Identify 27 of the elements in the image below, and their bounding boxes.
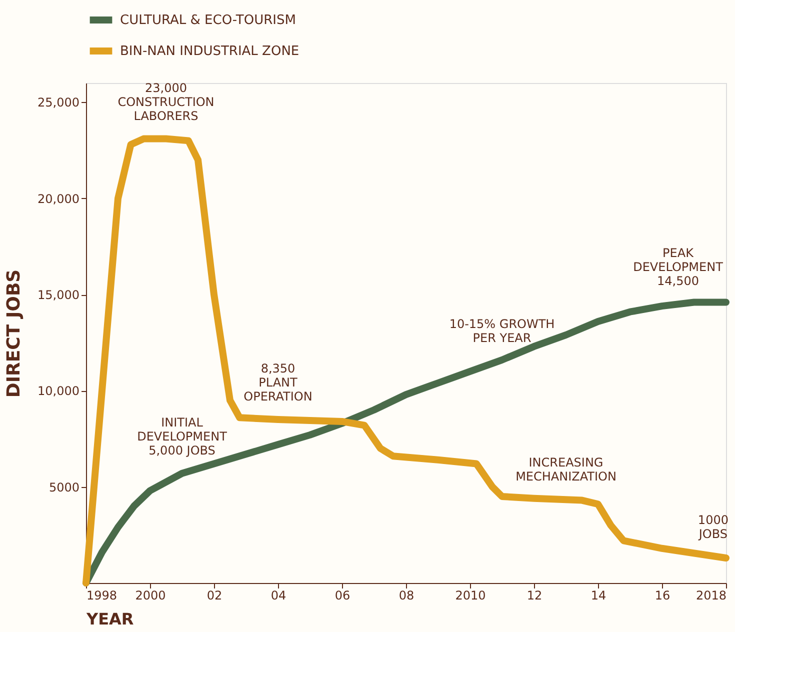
x-tick-label: 12 xyxy=(526,588,542,602)
y-tick-label: 15,000 xyxy=(38,288,80,302)
x-tick-label: 2000 xyxy=(135,588,166,602)
annotation: 8,350 PLANT OPERATION xyxy=(244,362,312,404)
annotation: 1000 JOBS xyxy=(698,513,728,542)
x-tick-label: 02 xyxy=(206,588,222,602)
x-tick-label: 2018 xyxy=(696,588,726,602)
x-tick-label: 2010 xyxy=(455,588,486,602)
annotation: 10-15% GROWTH PER YEAR xyxy=(449,316,555,345)
y-axis-title: DIRECT JOBS xyxy=(4,269,25,398)
legend-label: CULTURAL & ECO-TOURISM xyxy=(120,13,296,28)
annotation: 23,000 CONSTRUCTION LABORERS xyxy=(118,80,214,123)
annotation: INCREASING MECHANIZATION xyxy=(516,455,616,484)
y-tick-label: 5000 xyxy=(48,480,80,494)
x-tick-label: 1998 xyxy=(86,588,118,602)
legend-label: BIN-NAN INDUSTRIAL ZONE xyxy=(120,44,300,59)
x-tick-label: 14 xyxy=(590,588,606,602)
x-tick-label: 06 xyxy=(334,588,350,602)
x-tick-label: 16 xyxy=(654,588,670,602)
y-tick-label: 10,000 xyxy=(38,384,80,398)
y-tick-label: 25,000 xyxy=(38,96,80,110)
y-tick-label: 20,000 xyxy=(38,192,80,206)
x-tick-label: 08 xyxy=(398,588,414,602)
x-tick-label: 04 xyxy=(270,588,286,602)
annotation: PEAK DEVELOPMENT 14,500 xyxy=(633,246,724,288)
x-axis-title: YEAR xyxy=(86,610,134,628)
annotation: INITIAL DEVELOPMENT 5,000 JOBS xyxy=(137,415,228,458)
